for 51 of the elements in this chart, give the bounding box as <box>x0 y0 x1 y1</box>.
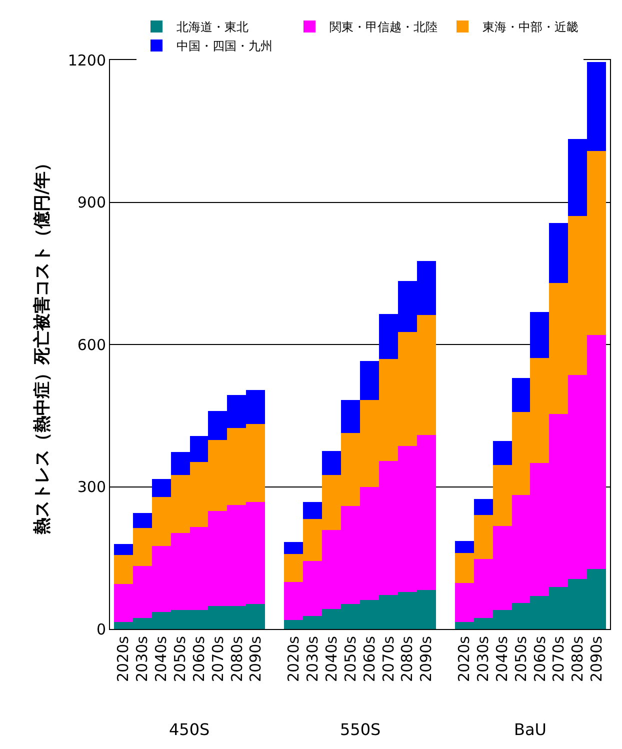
x-tick-label: 2030s <box>133 636 152 682</box>
legend-label: 関東・甲信越・北陸 <box>330 20 438 34</box>
x-tick-label: 2020s <box>284 636 303 682</box>
bar <box>455 541 474 553</box>
y-tick-label: 900 <box>77 194 106 212</box>
x-tick-label: 2030s <box>474 636 492 682</box>
x-tick-label: 2060s <box>530 636 549 682</box>
y-tick-label: 1200 <box>68 51 106 70</box>
bar <box>493 441 512 465</box>
x-tick-label: 2050s <box>170 636 189 682</box>
x-tick-label: 2090s <box>417 636 436 682</box>
x-tick-label: 2050s <box>341 636 360 682</box>
x-tick-label: 2090s <box>246 636 265 682</box>
x-tick-label: 2060s <box>360 636 378 682</box>
x-tick-label: 2080s <box>568 636 587 682</box>
x-tick-label: 2060s <box>190 636 208 682</box>
bar <box>512 378 530 412</box>
bar <box>152 479 171 497</box>
bar <box>284 542 303 554</box>
text: BaU <box>514 720 546 739</box>
text: 550S <box>340 720 381 739</box>
y-tick-label: 0 <box>96 620 106 638</box>
bar <box>549 223 568 283</box>
bar <box>341 400 360 433</box>
bar <box>322 451 341 475</box>
x-tick-label: 2090s <box>588 636 606 682</box>
x-tick-label: 2070s <box>379 636 398 682</box>
x-tick-label: 2080s <box>228 636 246 682</box>
legend-label: 北海道・東北 <box>176 20 248 34</box>
legend-label: 中国・四国・九州 <box>176 39 272 54</box>
bar <box>474 499 493 515</box>
bar <box>530 312 549 358</box>
x-tick-label: 2040s <box>492 636 511 682</box>
x-tick-label: 2070s <box>208 636 227 682</box>
x-tick-label: 2020s <box>114 636 132 682</box>
x-tick-label: 2030s <box>304 636 322 682</box>
x-tick-label: 2040s <box>152 636 170 682</box>
x-tick-label: 2050s <box>512 636 530 682</box>
bar <box>114 544 133 555</box>
bar <box>360 361 379 400</box>
text: 450S <box>169 720 210 739</box>
bar <box>303 502 322 519</box>
y-axis-title: 熱ストレス（熱中症）死亡被害コスト（億円/年） <box>32 154 52 536</box>
x-tick-label: 2040s <box>322 636 340 682</box>
y-tick-label: 600 <box>77 336 106 354</box>
x-tick-label: 2080s <box>398 636 416 682</box>
legend-label: 東海・中部・近畿 <box>482 20 578 34</box>
y-tick-label: 300 <box>77 478 106 496</box>
x-tick-label: 2020s <box>455 636 474 682</box>
x-tick-label: 2070s <box>550 636 568 682</box>
bar <box>133 513 152 528</box>
